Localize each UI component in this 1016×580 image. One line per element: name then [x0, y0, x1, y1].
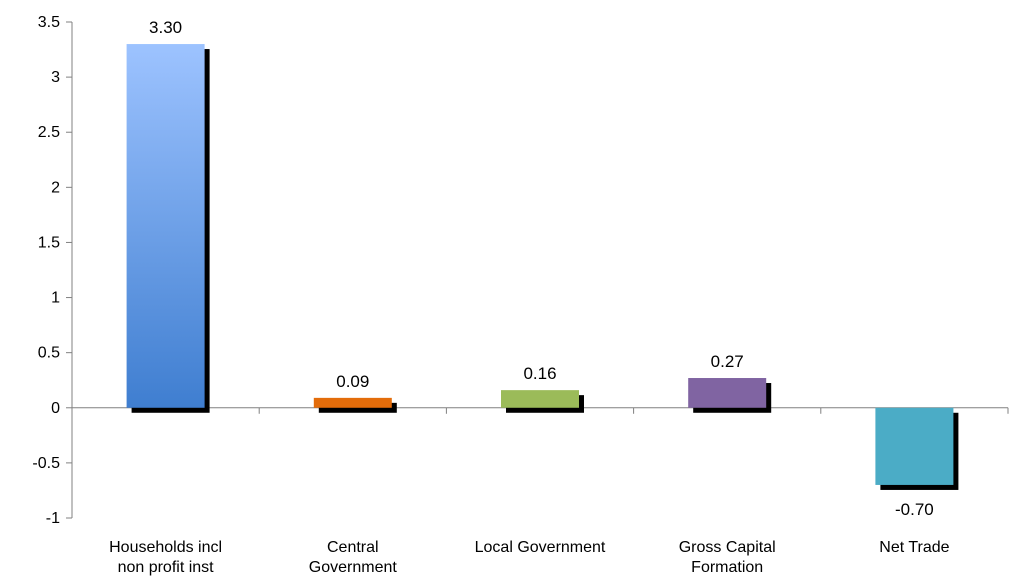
y-tick-label: 0.5 — [38, 345, 60, 362]
y-tick-label: 3 — [51, 69, 60, 86]
bar — [688, 378, 767, 408]
category-label: Gross Capital Formation — [679, 539, 776, 576]
bar — [501, 390, 579, 408]
category-label: Local Government — [475, 539, 606, 556]
data-label: 0.16 — [523, 364, 556, 383]
bar-shadow — [318, 402, 397, 413]
bar — [126, 44, 205, 408]
y-tick-label: 3.5 — [38, 14, 60, 31]
category-label: Central Government — [309, 539, 398, 576]
category-label: Households incl non profit inst — [109, 539, 222, 576]
bar — [875, 407, 954, 485]
y-tick-label: 2.5 — [38, 124, 60, 141]
bars — [126, 44, 959, 490]
y-tick-label: 1 — [51, 290, 60, 307]
y-tick-label: 1.5 — [38, 234, 60, 251]
data-label: 0.09 — [336, 372, 369, 391]
labels: 3.30 Households incl non profit inst 0.09 Ce… — [109, 18, 950, 576]
category-label: Net Trade — [879, 539, 949, 556]
y-tick-label: -1 — [46, 510, 60, 527]
data-label: 3.30 — [149, 18, 182, 37]
y-tick-label: -0.5 — [32, 455, 60, 472]
bar — [313, 397, 392, 408]
data-label: 0.27 — [711, 352, 744, 371]
y-tick-label: 2 — [51, 179, 60, 196]
data-label: -0.70 — [895, 500, 934, 519]
y-tick-label: 0 — [51, 400, 60, 417]
